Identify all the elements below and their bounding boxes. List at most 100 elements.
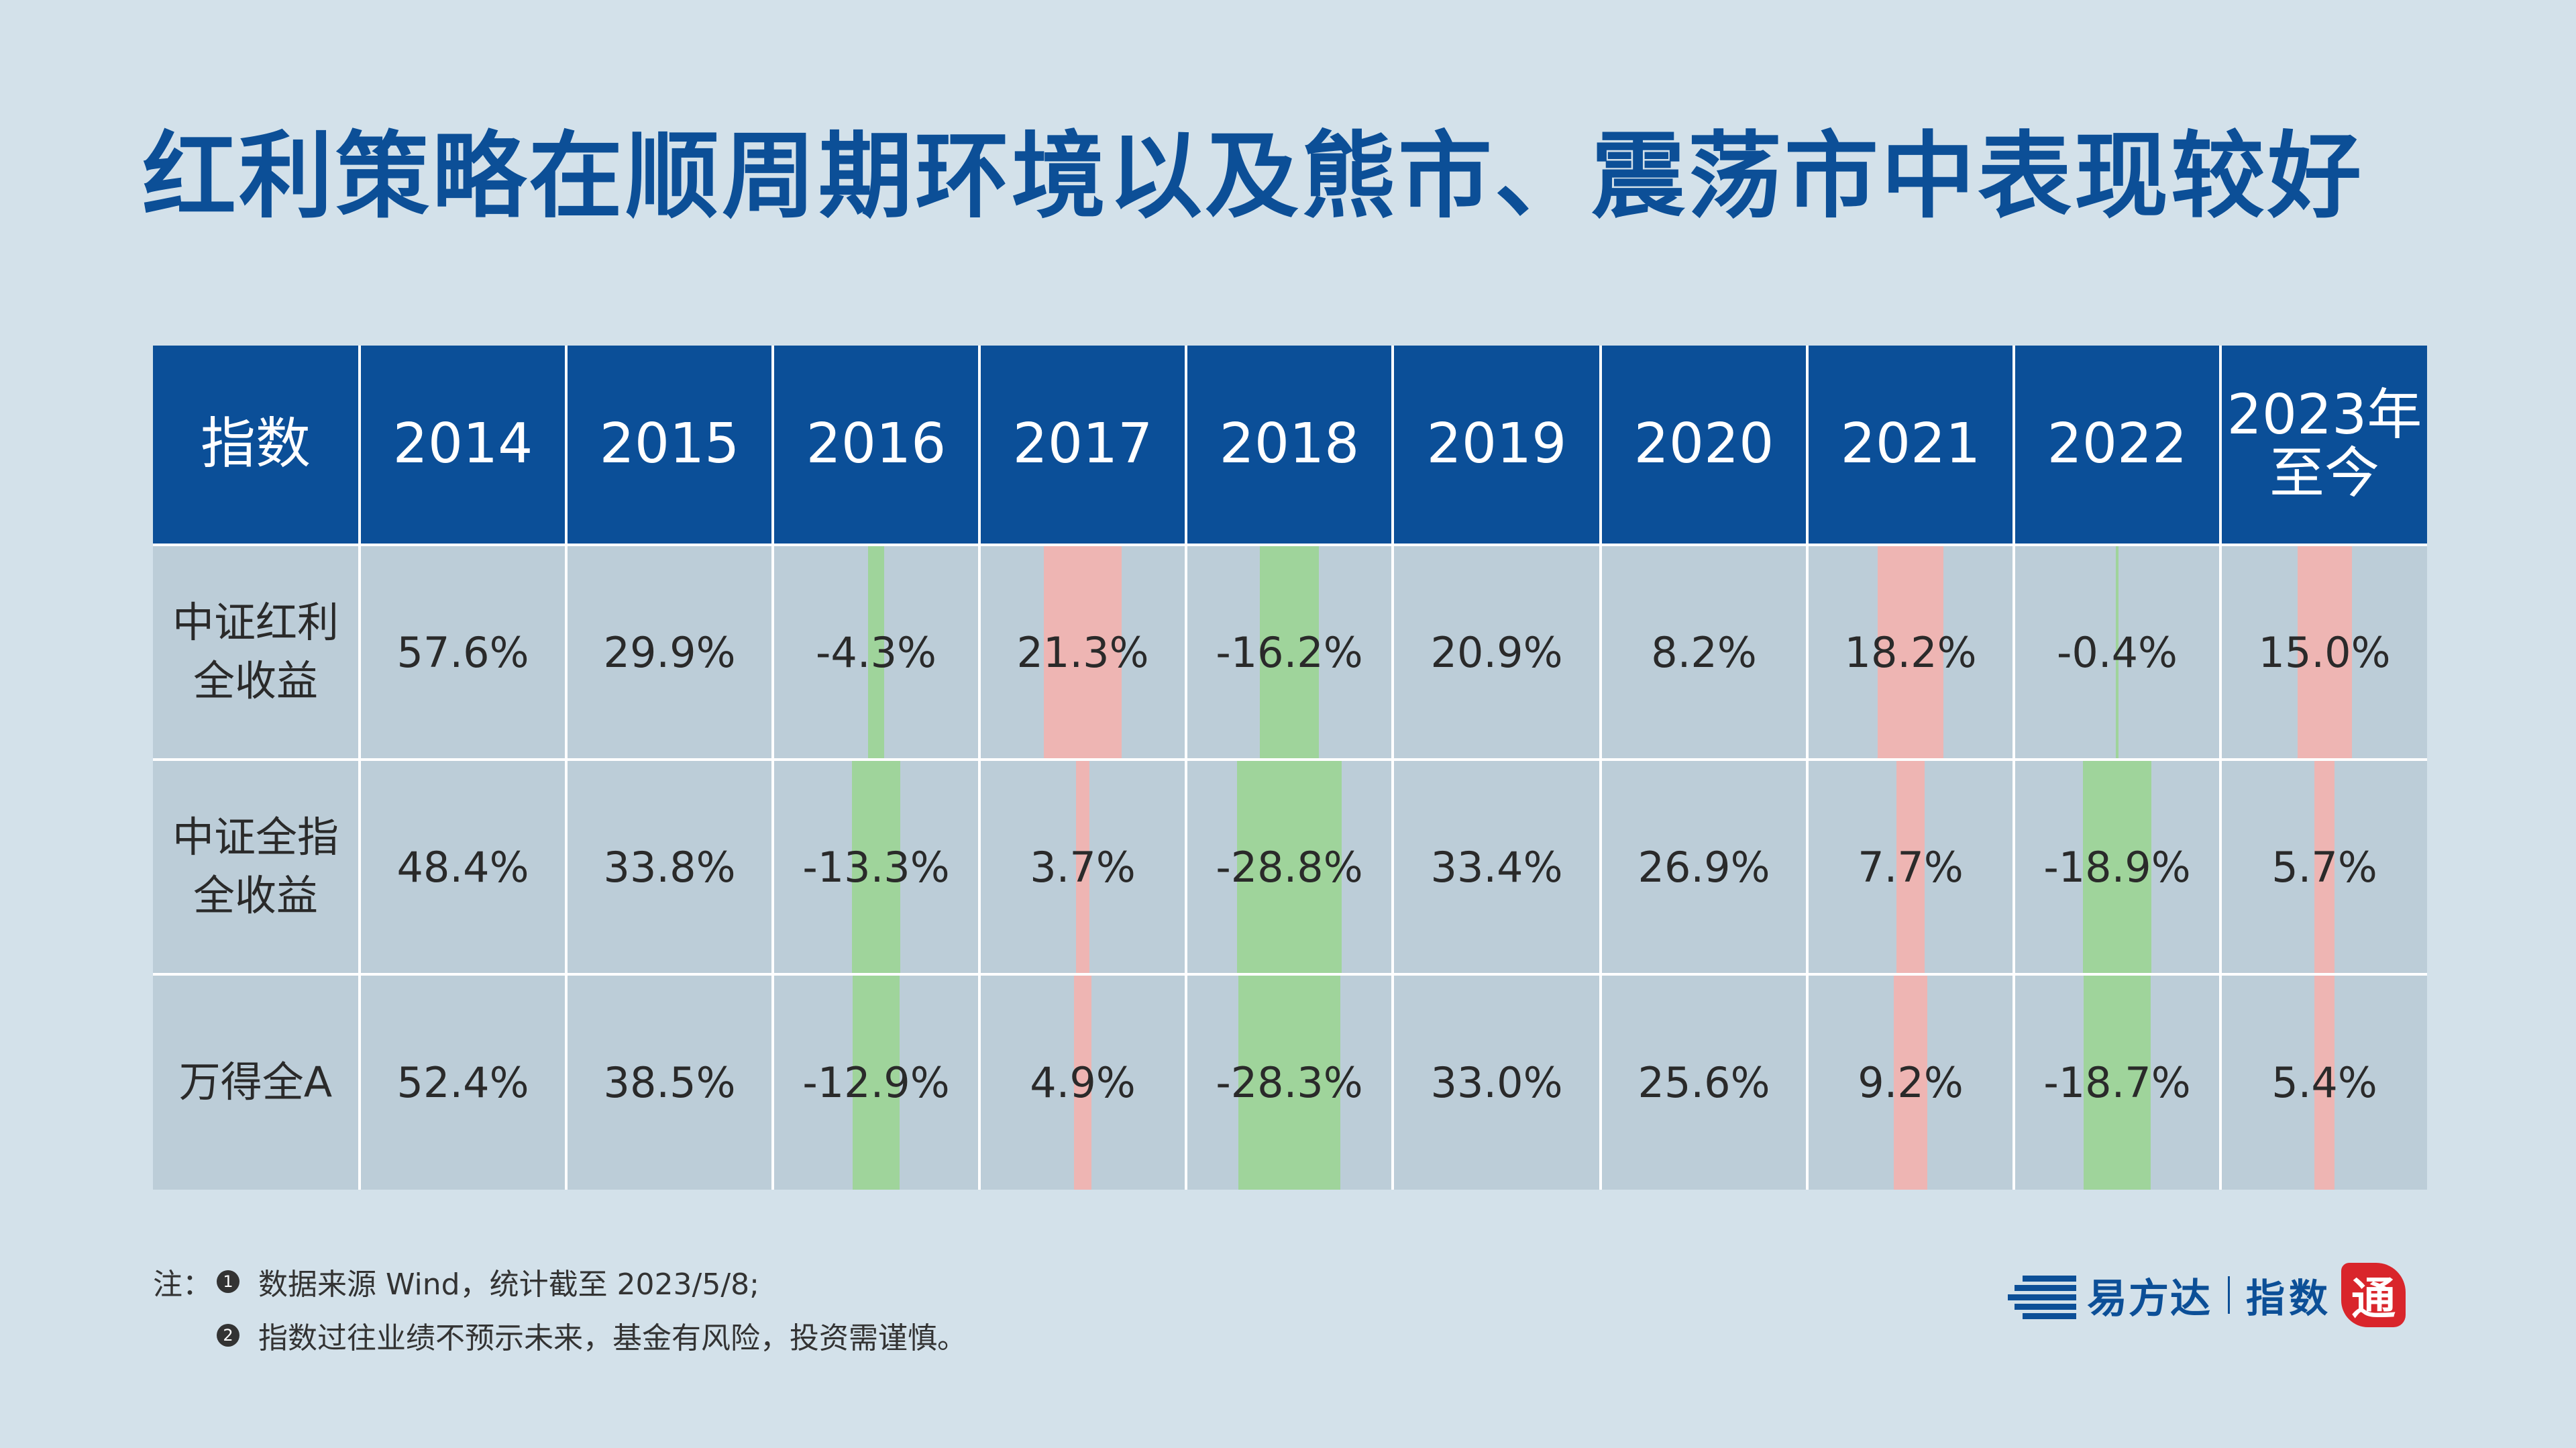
value-text: -28.8% — [1216, 842, 1363, 892]
value-text: 33.4% — [1430, 842, 1563, 892]
footnote-prefix: 注： — [153, 1268, 212, 1302]
header-year: 2023年 至今 — [2222, 346, 2427, 544]
value-text: 21.3% — [1016, 627, 1149, 677]
value-text: 8.2% — [1651, 627, 1757, 677]
header-label: 2021 — [1840, 412, 1981, 476]
header-label: 2019 — [1426, 412, 1567, 476]
brand-logo: 易方达 指数 通 — [2002, 1255, 2406, 1335]
header-label: 2014 — [392, 412, 533, 476]
value-cell: 15.0% — [2222, 546, 2427, 758]
positive-return-bar — [1076, 761, 1089, 973]
positive-return-bar — [1896, 761, 1925, 973]
index-name: 万得全A — [178, 1057, 333, 1107]
value-cell: 33.8% — [568, 761, 771, 973]
header-label: 2015 — [599, 412, 740, 476]
positive-return-bar — [1894, 976, 1927, 1190]
negative-return-bar — [868, 546, 884, 758]
value-text: 20.9% — [1430, 627, 1563, 677]
header-year: 2021 — [1809, 346, 2012, 544]
value-text: -12.9% — [802, 1058, 950, 1107]
value-cell: 8.2% — [1602, 546, 1806, 758]
value-text: 15.0% — [2258, 627, 2391, 677]
header-label: 2023年 至今 — [2226, 383, 2422, 505]
value-cell: 7.7% — [1809, 761, 2012, 973]
header-year: 2018 — [1187, 346, 1391, 544]
value-text: 33.8% — [603, 842, 736, 892]
value-text: 4.9% — [1030, 1058, 1136, 1107]
value-text: -18.9% — [2043, 842, 2191, 892]
value-text: 9.2% — [1858, 1058, 1964, 1107]
header-year: 2014 — [361, 346, 565, 544]
footnote-1: 注： 1 数据来源 Wind，统计截至 2023/5/8; — [153, 1255, 967, 1308]
value-text: 18.2% — [1844, 627, 1977, 677]
index-name-cell: 中证红利 全收益 — [153, 546, 358, 758]
value-cell: -28.8% — [1187, 761, 1391, 973]
value-cell: -28.3% — [1187, 976, 1391, 1190]
footnotes: 注： 1 数据来源 Wind，统计截至 2023/5/8; 2 指数过往业绩不预… — [153, 1255, 967, 1362]
brand-sub: 指数 — [2246, 1276, 2332, 1321]
negative-return-bar — [853, 976, 900, 1190]
header-year: 2017 — [981, 346, 1185, 544]
page-title: 红利策略在顺周期环境以及熊市、震荡市中表现较好 — [142, 122, 2365, 231]
value-cell: 5.4% — [2222, 976, 2427, 1190]
negative-return-bar — [1237, 761, 1342, 973]
index-name: 中证红利 全收益 — [172, 598, 339, 705]
brand-name: 易方达 — [2087, 1275, 2212, 1323]
footnote-bullet-icon: 1 — [217, 1270, 239, 1293]
footnote-bullet-icon: 2 — [217, 1324, 239, 1347]
value-text: 29.9% — [603, 627, 736, 677]
value-text: 7.7% — [1858, 842, 1964, 892]
positive-return-bar — [2314, 761, 2335, 973]
header-index: 指数 — [153, 346, 358, 544]
value-cell: -18.9% — [2015, 761, 2219, 973]
value-text: -0.4% — [2057, 627, 2178, 677]
value-text: 3.7% — [1030, 842, 1136, 892]
value-cell: 4.9% — [981, 976, 1185, 1190]
header-year: 2015 — [568, 346, 771, 544]
value-cell: -18.7% — [2015, 976, 2219, 1190]
negative-return-bar — [2082, 761, 2152, 973]
header-label: 2020 — [1633, 412, 1774, 476]
header-label: 2016 — [806, 412, 947, 476]
positive-return-bar — [2314, 976, 2334, 1190]
value-cell: -16.2% — [1187, 546, 1391, 758]
performance-table: 指数 2014 2015 2016 2017 2018 2019 2020 2021 2022 20… — [153, 346, 2427, 1190]
value-cell: 38.5% — [568, 976, 771, 1190]
value-text: -28.3% — [1216, 1058, 1363, 1107]
index-name-cell: 中证全指 全收益 — [153, 761, 358, 973]
value-cell: 33.0% — [1394, 976, 1599, 1190]
value-text: 57.6% — [396, 627, 529, 677]
value-text: 5.4% — [2271, 1058, 2377, 1107]
negative-return-bar — [2083, 976, 2151, 1190]
value-text: 52.4% — [396, 1058, 529, 1107]
value-text: 48.4% — [396, 842, 529, 892]
logo-divider — [2228, 1276, 2230, 1314]
positive-return-bar — [1044, 546, 1122, 758]
footnote-text: 数据来源 Wind，统计截至 2023/5/8; — [258, 1268, 759, 1302]
negative-return-bar — [1238, 976, 1341, 1190]
header-year: 2020 — [1602, 346, 1806, 544]
value-cell: -13.3% — [774, 761, 978, 973]
table-header-row: 指数 2014 2015 2016 2017 2018 2019 2020 2021 2022 20… — [153, 346, 2427, 544]
header-label: 指数 — [200, 412, 311, 476]
header-year: 2019 — [1394, 346, 1599, 544]
seal-icon: 通 — [2341, 1263, 2406, 1327]
value-cell: 29.9% — [568, 546, 771, 758]
header-label: 2017 — [1012, 412, 1153, 476]
positive-return-bar — [2297, 546, 2352, 758]
value-text: 33.0% — [1430, 1058, 1563, 1107]
value-cell: 21.3% — [981, 546, 1185, 758]
header-year: 2022 — [2015, 346, 2219, 544]
value-cell: -12.9% — [774, 976, 978, 1190]
header-label: 2022 — [2047, 412, 2188, 476]
value-cell: 25.6% — [1602, 976, 1806, 1190]
positive-return-bar — [1073, 976, 1092, 1190]
value-text: -16.2% — [1216, 627, 1363, 677]
value-cell: 20.9% — [1394, 546, 1599, 758]
value-cell: 48.4% — [361, 761, 565, 973]
value-text: -18.7% — [2043, 1058, 2191, 1107]
value-text: 26.9% — [1638, 842, 1770, 892]
header-year: 2016 — [774, 346, 978, 544]
negative-return-bar — [852, 761, 900, 973]
header-label: 2018 — [1219, 412, 1360, 476]
